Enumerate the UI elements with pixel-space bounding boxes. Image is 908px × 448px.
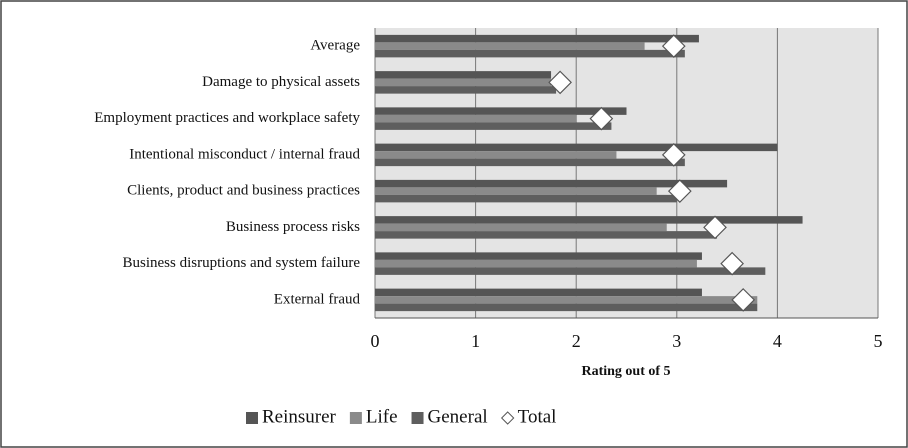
bar [375, 71, 552, 79]
bar [375, 179, 728, 188]
bar [375, 216, 803, 224]
bar [375, 158, 685, 167]
x-tick-label: 4 [773, 331, 782, 351]
marker [703, 215, 727, 240]
y-tick-label: External fraud [274, 291, 361, 307]
bar [375, 194, 677, 203]
x-tick-label: 1 [471, 331, 480, 351]
legend-swatch [500, 411, 515, 425]
bar [375, 259, 697, 268]
legend-label: Reinsurer [262, 406, 337, 427]
marker [589, 106, 614, 131]
bar [375, 187, 657, 195]
x-tick-label: 5 [874, 331, 883, 351]
bar [375, 231, 718, 239]
bar [375, 288, 702, 297]
bar [375, 78, 552, 87]
bar [375, 223, 667, 232]
legend-swatch [411, 412, 424, 424]
marker [661, 143, 686, 167]
bar [375, 267, 766, 275]
marker [667, 179, 692, 203]
y-tick-label: Intentional misconduct / internal fraud [129, 146, 360, 162]
bar [375, 122, 612, 130]
bar [375, 42, 645, 50]
marker [661, 34, 686, 58]
bar [375, 86, 557, 94]
legend-label: Total [518, 406, 557, 427]
x-tick-label: 0 [371, 331, 380, 351]
bar [375, 143, 778, 152]
y-tick-label: Damage to physical assets [202, 74, 360, 90]
x-axis-label: Rating out of 5 [581, 364, 670, 379]
legend-label: General [428, 406, 488, 427]
bar [375, 107, 627, 115]
bar [375, 114, 577, 123]
marker [548, 70, 572, 95]
bar [375, 49, 685, 58]
y-tick-label: Employment practices and workplace safet… [94, 110, 360, 126]
y-tick-label: Business disruptions and system failure [123, 255, 361, 271]
y-tick-label: Average [310, 38, 360, 54]
bar [375, 296, 758, 304]
legend-label: Life [366, 406, 398, 427]
marker [731, 288, 756, 312]
x-tick-label: 3 [672, 331, 681, 351]
bar [375, 252, 702, 260]
y-tick-label: Business process risks [226, 219, 360, 235]
x-tick-label: 2 [572, 331, 581, 351]
bar [375, 303, 758, 312]
marker [720, 251, 744, 276]
legend-swatch [349, 412, 362, 424]
y-tick-label: Clients, product and business practices [127, 183, 360, 199]
legend-swatch [246, 412, 258, 424]
bar [375, 34, 699, 43]
bar [375, 151, 617, 159]
